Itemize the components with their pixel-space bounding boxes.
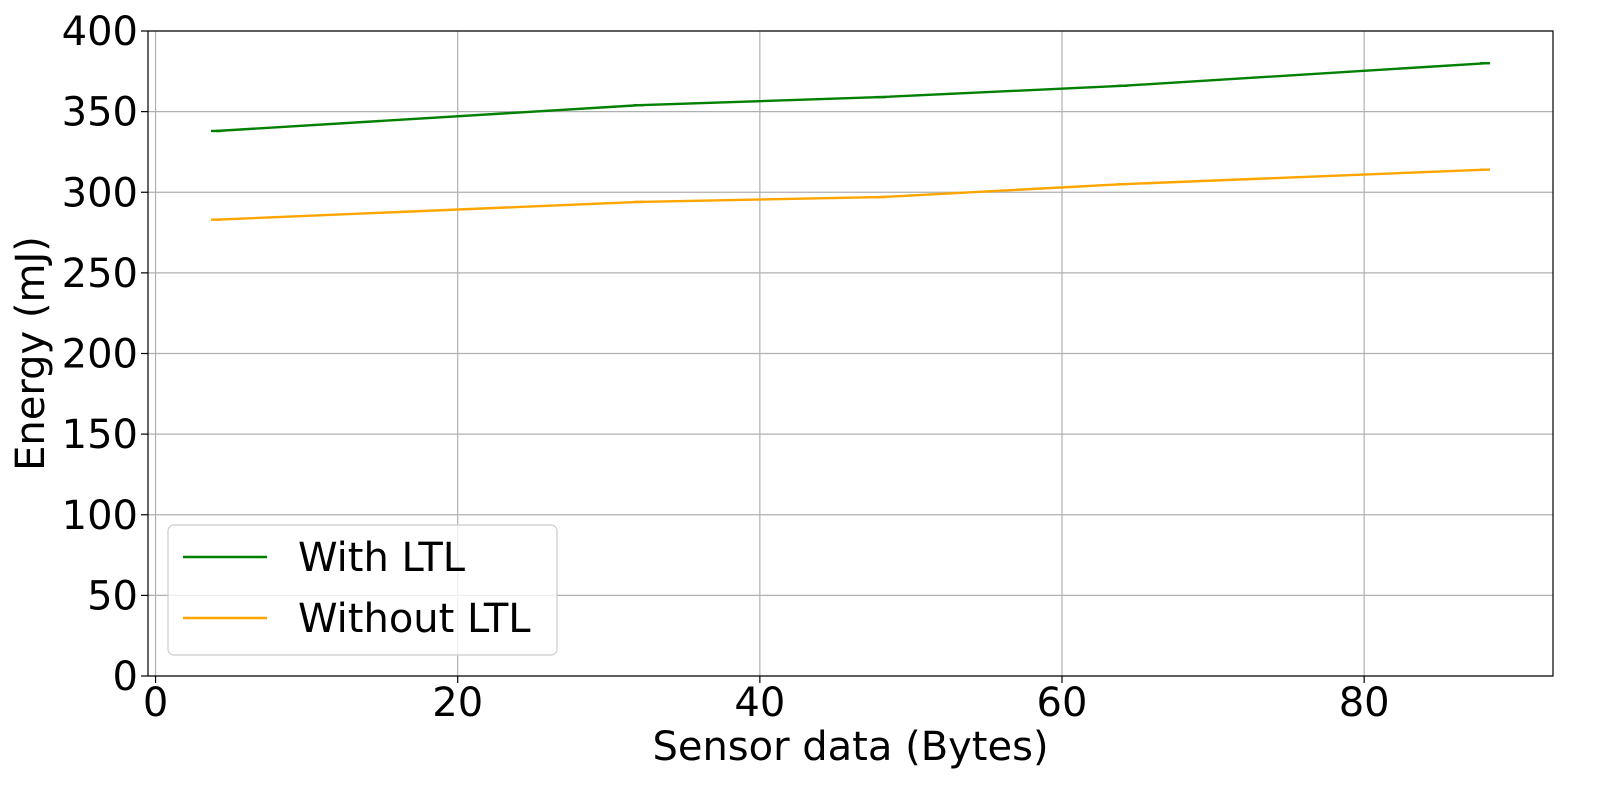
- y-tick-label: 50: [87, 573, 138, 619]
- axis-ticks: 0 20 40 60 80 0 50 100 150 200 250 300 350 400: [62, 9, 1390, 726]
- legend-label-0: With LTL: [298, 535, 466, 581]
- x-tick-label: 40: [734, 680, 785, 726]
- x-axis-label: Sensor data (Bytes): [652, 724, 1048, 770]
- y-tick-label: 350: [62, 90, 138, 136]
- y-tick-label: 200: [62, 332, 138, 378]
- legend: With LTL Without LTL: [167, 524, 558, 656]
- y-tick-label: 300: [62, 170, 138, 216]
- y-tick-label: 400: [62, 9, 138, 55]
- x-tick-label: 20: [432, 680, 483, 726]
- plot-lines: [210, 62, 1491, 221]
- y-tick-label: 150: [62, 412, 138, 458]
- x-tick-label: 60: [1037, 680, 1088, 726]
- y-tick-label: 0: [113, 654, 138, 700]
- legend-label-1: Without LTL: [298, 596, 531, 642]
- x-tick-label: 80: [1339, 680, 1390, 726]
- y-axis-label: Energy (mJ): [8, 236, 54, 471]
- y-tick-label: 100: [62, 493, 138, 539]
- x-tick-label: 0: [143, 680, 168, 726]
- y-tick-label: 250: [62, 251, 138, 297]
